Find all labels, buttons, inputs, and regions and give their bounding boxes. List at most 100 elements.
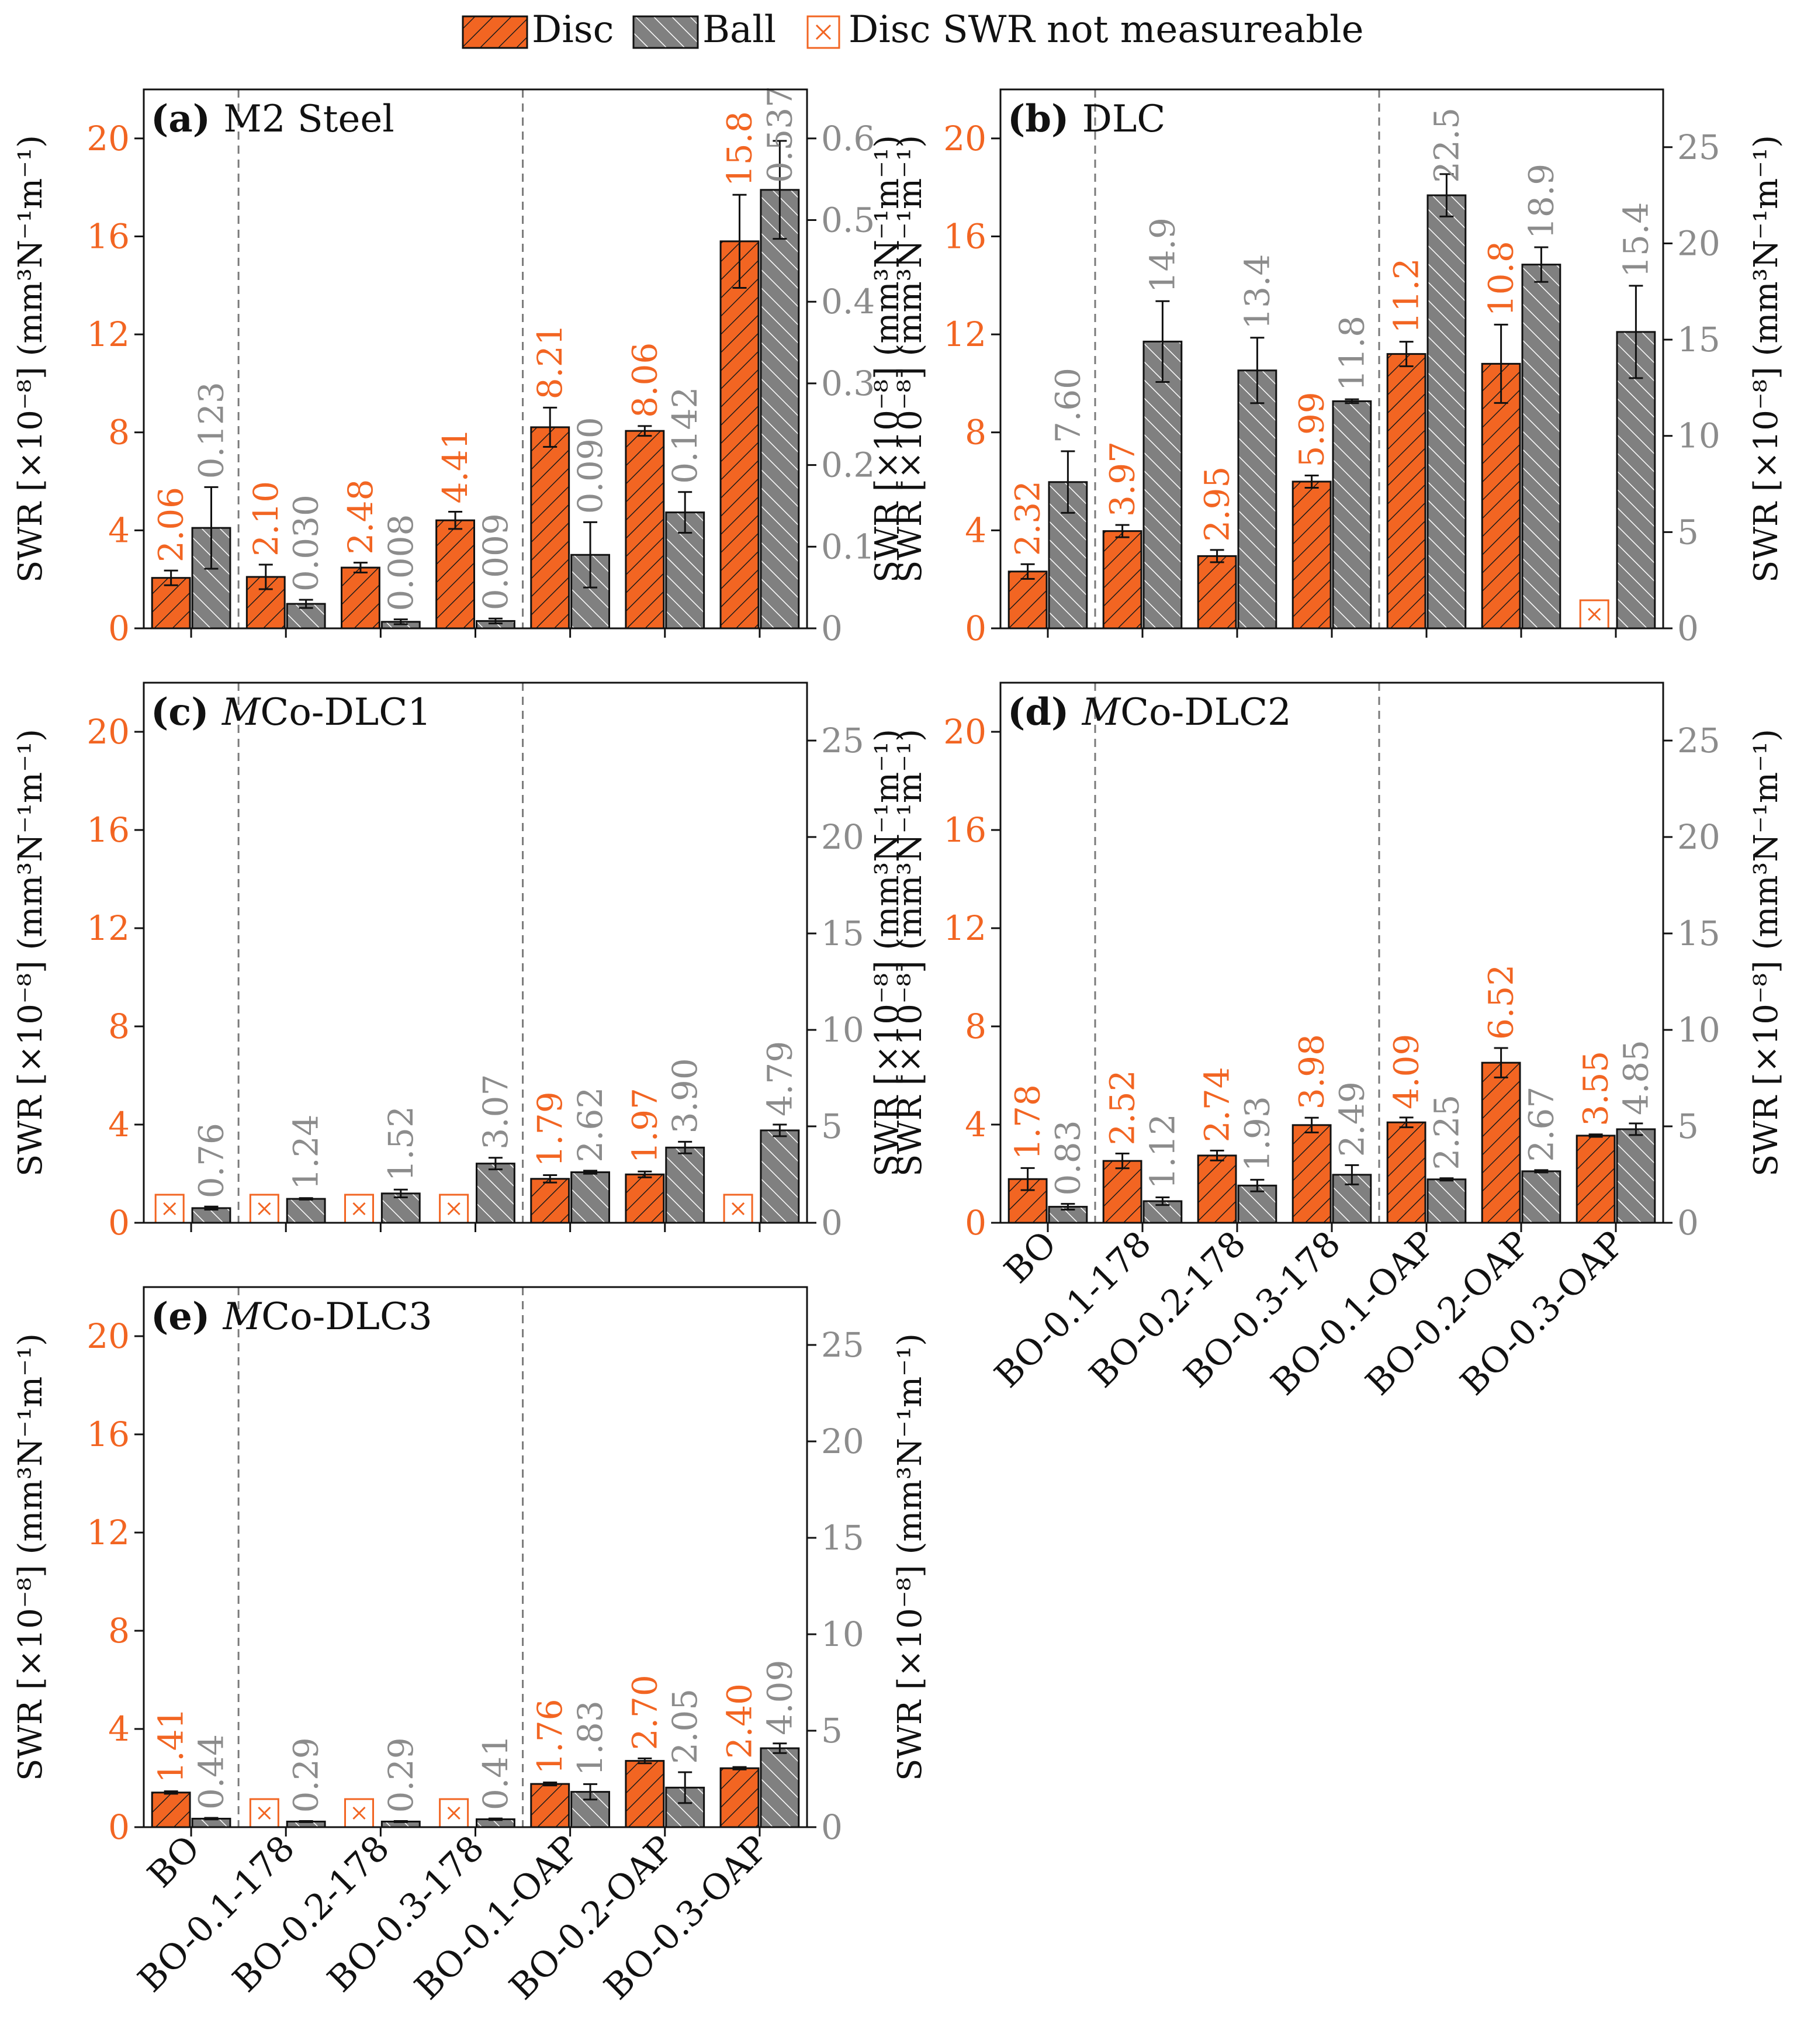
legend-not-measurable-label: Disc SWR not measureable [849,8,1364,51]
right-tick-label: 5 [821,1106,843,1146]
x-category-label: BO [996,1223,1064,1291]
left-tick-label: 12 [86,1513,130,1552]
not-measurable-icon [249,1194,279,1224]
y-axis-title-left: SWR [×10⁻⁸] (mm³N⁻¹m⁻¹) [868,729,906,1177]
bar-disc [1197,555,1237,630]
error-bar [1250,1178,1265,1192]
error-bar [299,599,313,609]
right-tick-label: 10 [821,1010,864,1050]
error-bar [1494,323,1508,404]
y-axis-title-right: SWR [×10⁻⁸] (mm³N⁻¹m⁻¹) [891,729,929,1177]
panel-title: (a) M2 Steel [151,97,394,141]
panel-title: (d) MCo-DLC2 [1007,690,1291,734]
bar-ball [1521,264,1561,630]
right-tick-label: 15 [1677,320,1720,359]
error-bar [1210,1150,1224,1161]
right-tick-label: 0.3 [821,364,875,403]
bar-ball [570,1171,611,1224]
bar-ball [1426,194,1467,630]
error-bar [1534,246,1549,283]
data-label-ball: 1.52 [381,1106,421,1181]
error-bar [258,563,273,590]
error-bar [583,1783,598,1801]
bar-ball [1332,400,1372,630]
error-bar [638,1170,652,1178]
error-bar [448,511,463,530]
right-tick-label: 20 [1677,223,1720,263]
right-tick-label: 10 [1677,1010,1720,1050]
error-bar [1250,337,1265,404]
bar-disc [1291,480,1332,630]
right-tick-label: 5 [821,1711,843,1751]
not-measurable-icon [249,1798,279,1828]
right-tick-label: 15 [821,1518,864,1558]
error-bar [299,1820,313,1823]
data-label-disc: 1.78 [1008,1084,1048,1160]
data-label-disc: 3.98 [1292,1034,1332,1109]
error-bar [488,1817,503,1821]
x-category-label: BO [140,1828,207,1896]
bar-disc [719,240,760,630]
data-label-ball: 15.4 [1616,202,1656,278]
left-tick-label: 8 [108,1007,130,1046]
error-bar [678,491,692,534]
not-measurable-icon [439,1194,469,1224]
data-label-disc: 2.52 [1103,1070,1142,1145]
data-label-ball: 0.090 [570,417,610,514]
data-label-ball: 18.9 [1521,164,1561,239]
error-bar [1155,300,1170,383]
data-label-disc: 1.41 [151,1708,191,1783]
error-bar [393,1820,408,1823]
data-label-ball: 13.4 [1237,254,1277,330]
error-bar [1345,398,1359,404]
panel-c: 1.79 1.97 0.76 1.24 1.52 3.07 2.62 3.90 4.79 0 4 8 1… [12,682,929,1243]
data-label-ball: 0.123 [192,382,231,479]
data-label-ball: 0.030 [286,494,326,592]
bar-disc [341,566,380,630]
y-axis-title-right: SWR [×10⁻⁸] (mm³N⁻¹m⁻¹) [1747,135,1785,583]
left-tick-label: 4 [108,510,130,550]
data-label-ball: 1.24 [286,1115,326,1190]
data-label-disc: 3.97 [1103,441,1142,517]
data-label-disc: 2.10 [246,481,286,556]
bar-disc [1197,1154,1237,1224]
right-tick-label: 25 [1677,127,1720,167]
panel-title: (e) MCo-DLC3 [151,1295,432,1339]
data-label-ball: 0.537 [760,86,799,183]
y-axis-title-left: SWR [×10⁻⁸] (mm³N⁻¹m⁻¹) [12,135,50,583]
left-tick-label: 0 [965,608,986,648]
data-label-ball: 2.49 [1332,1081,1372,1157]
panel-a: 2.06 2.10 2.48 4.41 8.21 8.06 15.8 0.123 0.030 0.… [12,86,929,648]
data-label-ball: 4.85 [1616,1040,1656,1115]
right-tick-label: 0.4 [821,282,875,321]
bar-disc [435,519,476,630]
data-label-ball: 0.44 [192,1734,231,1810]
x-category-label: BO-0.2-OAP [1358,1223,1538,1403]
left-tick-label: 16 [943,216,986,256]
y-axis-title-left: SWR [×10⁻⁸] (mm³N⁻¹m⁻¹) [868,135,906,583]
data-label-disc: 5.99 [1292,392,1332,467]
right-tick-label: 0.2 [821,445,875,485]
error-bar [543,406,558,448]
right-tick-label: 0.6 [821,119,875,158]
bar-ball [1426,1178,1467,1224]
left-tick-label: 16 [86,810,130,850]
error-bar [488,1157,503,1171]
right-tick-label: 10 [821,1614,864,1654]
error-bar [773,1123,787,1137]
panel-d: 1.78 2.52 2.74 3.98 4.09 6.52 3.55 0.83 1.12 1.93… [868,682,1785,1403]
bar-ball [760,1747,800,1828]
error-bar [583,521,598,589]
right-tick-label: 15 [1677,914,1720,953]
data-label-disc: 1.76 [530,1699,570,1774]
x-category-label: BO-0.3-OAP [1453,1223,1633,1403]
error-bar [299,1197,313,1201]
data-label-disc: 8.21 [530,324,570,399]
left-tick-label: 16 [86,1414,130,1454]
error-bar [1534,1169,1549,1174]
error-bar [638,1757,652,1765]
bar-ball [1616,1128,1656,1224]
error-bar [678,1140,692,1154]
left-tick-label: 20 [86,119,130,158]
left-tick-label: 4 [108,1105,130,1144]
